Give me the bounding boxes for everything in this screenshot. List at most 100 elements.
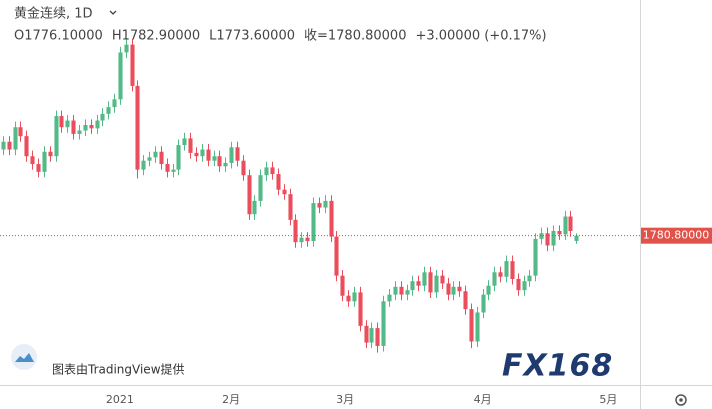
candle-body: [65, 120, 70, 128]
candle-body: [100, 113, 105, 121]
ohlc-legend: O1776.10000 H1782.90000 L1773.60000 收=1780.…: [14, 29, 547, 44]
candle-body: [264, 167, 269, 176]
x-tick-label: 4月: [474, 393, 492, 406]
candle-body: [539, 233, 544, 239]
candle-body: [18, 127, 23, 137]
candle-body: [434, 275, 439, 293]
logo: FX168: [502, 349, 613, 384]
legend-item: H1782.90000: [112, 29, 200, 44]
candle-body: [416, 281, 421, 286]
candle-body: [381, 301, 386, 346]
candle-body: [106, 107, 111, 114]
candle-body: [557, 231, 562, 235]
candle-body: [463, 291, 468, 310]
tv-icon: [15, 353, 34, 362]
candle-body: [358, 292, 363, 326]
candle-body: [574, 235, 579, 241]
candle-body: [130, 44, 135, 86]
candle-body: [369, 328, 374, 343]
candle-body: [252, 200, 257, 215]
candle-body: [235, 147, 240, 161]
last-price-label: 1780.80000: [643, 229, 709, 242]
candle-body: [340, 275, 345, 296]
legend-item: 收=1780.80000: [304, 29, 406, 44]
x-tick-label: 3月: [336, 393, 354, 406]
candle-body: [171, 169, 176, 172]
gear-hub[interactable]: [679, 398, 683, 402]
candle-body: [71, 120, 76, 134]
candle-body: [533, 238, 538, 276]
candle-body: [59, 116, 64, 128]
candle-body: [258, 175, 263, 201]
candle-body: [30, 156, 35, 165]
candle-body: [118, 52, 123, 100]
candles: [0, 37, 640, 353]
x-tick-label: 2021: [106, 393, 134, 406]
candle-body: [527, 275, 532, 282]
candle-body: [153, 151, 158, 158]
candle-body: [7, 141, 12, 150]
candle-body: [217, 156, 222, 167]
candle-body: [545, 233, 550, 246]
candle-body: [42, 151, 47, 172]
candle-body: [135, 85, 140, 170]
last-price-box: [641, 227, 712, 244]
candle-body: [182, 138, 187, 146]
legend-item: +3.00000 (+0.17%): [415, 29, 546, 44]
candle-body: [305, 237, 310, 242]
x-tick-label: 5月: [599, 393, 617, 406]
candle-body: [387, 294, 392, 302]
candle-body: [24, 136, 29, 157]
candle-body: [95, 120, 100, 129]
candle-body: [510, 261, 515, 279]
candle-body: [270, 167, 275, 175]
candle-body: [77, 130, 82, 134]
candle-body: [48, 151, 53, 157]
legend-item: O1776.10000: [14, 29, 103, 44]
candle-body: [504, 261, 509, 277]
candle-body: [522, 281, 527, 291]
candle-body: [422, 272, 427, 286]
candle-body: [346, 295, 351, 302]
candle-body: [147, 157, 152, 161]
chart-title: 黄金连续, 1D: [14, 6, 93, 22]
candle-body: [276, 174, 281, 190]
candle-body: [334, 236, 339, 276]
candle-body: [13, 127, 18, 150]
candle-body: [498, 272, 503, 277]
candle-body: [568, 216, 573, 231]
candle-body: [451, 286, 456, 295]
candle-body: [410, 281, 415, 291]
candle-body: [212, 156, 217, 161]
candle-body: [141, 160, 146, 170]
candle-body: [492, 272, 497, 286]
candle-body: [405, 290, 410, 295]
candle-body: [486, 285, 491, 295]
candle-body: [1, 141, 6, 150]
candle-body: [469, 309, 474, 342]
candle-body: [206, 149, 211, 161]
dropdown-icon[interactable]: [109, 10, 117, 15]
candle-body: [282, 189, 287, 195]
candle-body: [457, 286, 462, 292]
candle-body: [364, 325, 369, 343]
candle-body: [89, 124, 94, 129]
candle-body: [446, 283, 451, 295]
gear[interactable]: [675, 394, 687, 406]
candle-body: [288, 194, 293, 220]
watermark: 图表由TradingView提供: [52, 362, 185, 377]
candle-body: [516, 278, 521, 291]
candle-body: [393, 286, 398, 295]
candle-body: [165, 164, 170, 172]
candle-body: [247, 175, 252, 215]
candle-body: [176, 145, 181, 170]
candle-body: [36, 164, 41, 172]
legend-item: L1773.60000: [209, 29, 295, 44]
settings-icon[interactable]: [675, 394, 687, 406]
candle-body: [54, 116, 59, 157]
candle-body: [563, 216, 568, 235]
candle-body: [329, 200, 334, 237]
candle-body: [323, 200, 328, 208]
tv-badge: [11, 344, 37, 370]
